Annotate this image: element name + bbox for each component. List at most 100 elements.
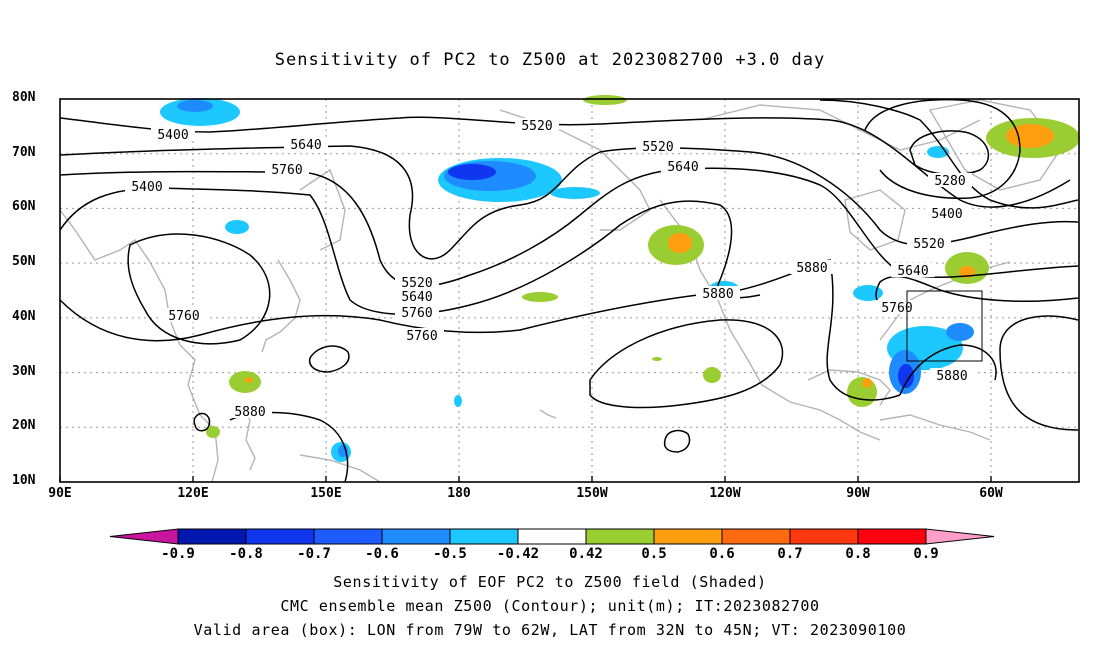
contour-label: 5400 [157,128,188,143]
contour-5400-west [59,116,1071,208]
map-frame [59,98,1080,483]
contour-label: 5280 [934,174,965,189]
colorbar-segment [381,528,451,545]
contour-label-bg [696,286,740,300]
contour-5880-pacific-high [589,319,784,409]
colorbar-label: 0.42 [569,546,603,562]
coastline-asia [59,209,219,483]
contour-label-bg [925,206,969,220]
contour-label-bg [930,368,974,382]
shade-green-gulf [847,377,877,407]
shade-green-pacific [522,292,558,302]
contour-label: 5760 [168,309,199,324]
contour-5880-east-ridge [899,344,997,396]
contour-label-bg [265,162,309,176]
lon-label: 120E [177,486,209,501]
contour-5520 [59,145,1079,260]
contour-label-bg [875,300,919,314]
colorbar-segment [245,528,315,545]
colorbar-segment [789,528,859,545]
lon-label: 180 [447,486,471,501]
colorbar-segment [721,528,791,545]
contour-label: 5640 [290,138,321,153]
shade-orange-ryukyu [245,377,253,383]
colorbar-label: -0.8 [229,546,263,562]
shade-blue-lakes [853,285,883,301]
coastline-hawaii [539,409,557,419]
contour-label: 5640 [667,160,698,175]
colorbar-label: -0.5 [433,546,467,562]
shade-green-tiny [652,357,662,361]
lat-label: 50N [12,254,36,270]
contour-label-bg [228,404,272,418]
contour-5760-east [875,275,1079,313]
lon-label: 90W [846,486,870,501]
colorbar-over-triangle [925,528,995,545]
lon-label: 150W [576,486,608,501]
coastline-canada-arctic [699,104,981,151]
lat-label: 20N [12,418,36,434]
colorbar-segment [653,528,723,545]
shade-green-arctic [583,95,627,105]
contour-label-bg [636,139,680,153]
shade-blue-arctic-core [177,100,213,112]
contour-label: 5640 [401,290,432,305]
contour-label: 5880 [796,261,827,276]
contour-label-bg [515,118,559,132]
colorbar [109,528,995,545]
contour-label-bg [395,275,439,289]
contour-5280-low [909,130,990,176]
footer-line-1: Sensitivity of EOF PC2 to Z500 field (Sh… [333,573,767,591]
shade-blue-florida-core [898,364,914,388]
coastline-hudson-bay [844,189,906,251]
shade-green-philippines [206,426,220,438]
contour-label: 5880 [234,405,265,420]
shade-blue-east-coast-core [946,323,974,341]
coastline-new-guinea [299,454,381,483]
contour-label-bg [125,179,169,193]
contour-label-bg [162,308,206,322]
colorbar-label: 0.7 [777,546,803,562]
lon-label: 120W [709,486,741,501]
contour-label-bg [661,159,705,173]
lat-lon-grid [60,99,1079,482]
contour-label-bg [284,137,328,151]
coastline-gulf-mexico [807,369,891,406]
shade-orange-gulf-alaska [668,233,692,253]
colorbar-label: 0.9 [913,546,939,562]
contour-label: 5760 [881,301,912,316]
colorbar-label: -0.7 [297,546,331,562]
coastline-alaska [499,109,651,231]
contour-label: 5760 [401,306,432,321]
colorbar-label: -0.6 [365,546,399,562]
contour-label-bg [891,263,935,277]
contour-5400-east [864,98,1021,199]
colorbar-segment [585,528,655,545]
colorbar-segment [449,528,519,545]
shade-blue-okhotsk [225,220,249,234]
coastline-caribbean [879,414,991,441]
contour-5880-atlantic [999,315,1079,431]
contour-5760-west [59,187,761,315]
contour-5880-philippine [229,411,349,483]
contour-label: 5400 [931,207,962,222]
contour-label: 5880 [936,369,967,384]
footer-line-2: CMC ensemble mean Z500 (Contour); unit(m… [280,597,820,615]
contour-label: 5520 [401,276,432,291]
contour-label-bg [907,236,951,250]
contour-label-bg [790,260,834,274]
axis-ticks [59,476,992,482]
map-title: Sensitivity of PC2 to Z500 at 2023082700… [274,50,826,70]
contour-5880-small-1 [193,412,211,432]
lon-label: 150E [310,486,342,501]
contour-5520-east [819,99,1079,209]
lat-label: 70N [12,144,36,160]
colorbar-under-triangle [109,528,179,545]
colorbar-label: -0.42 [496,546,540,562]
contour-label-bg [151,127,195,141]
shade-orange-gulf [862,378,872,388]
shade-orange-greenland [1006,124,1054,148]
coastline-north-america [659,199,881,441]
colorbar-label: 0.6 [709,546,735,562]
